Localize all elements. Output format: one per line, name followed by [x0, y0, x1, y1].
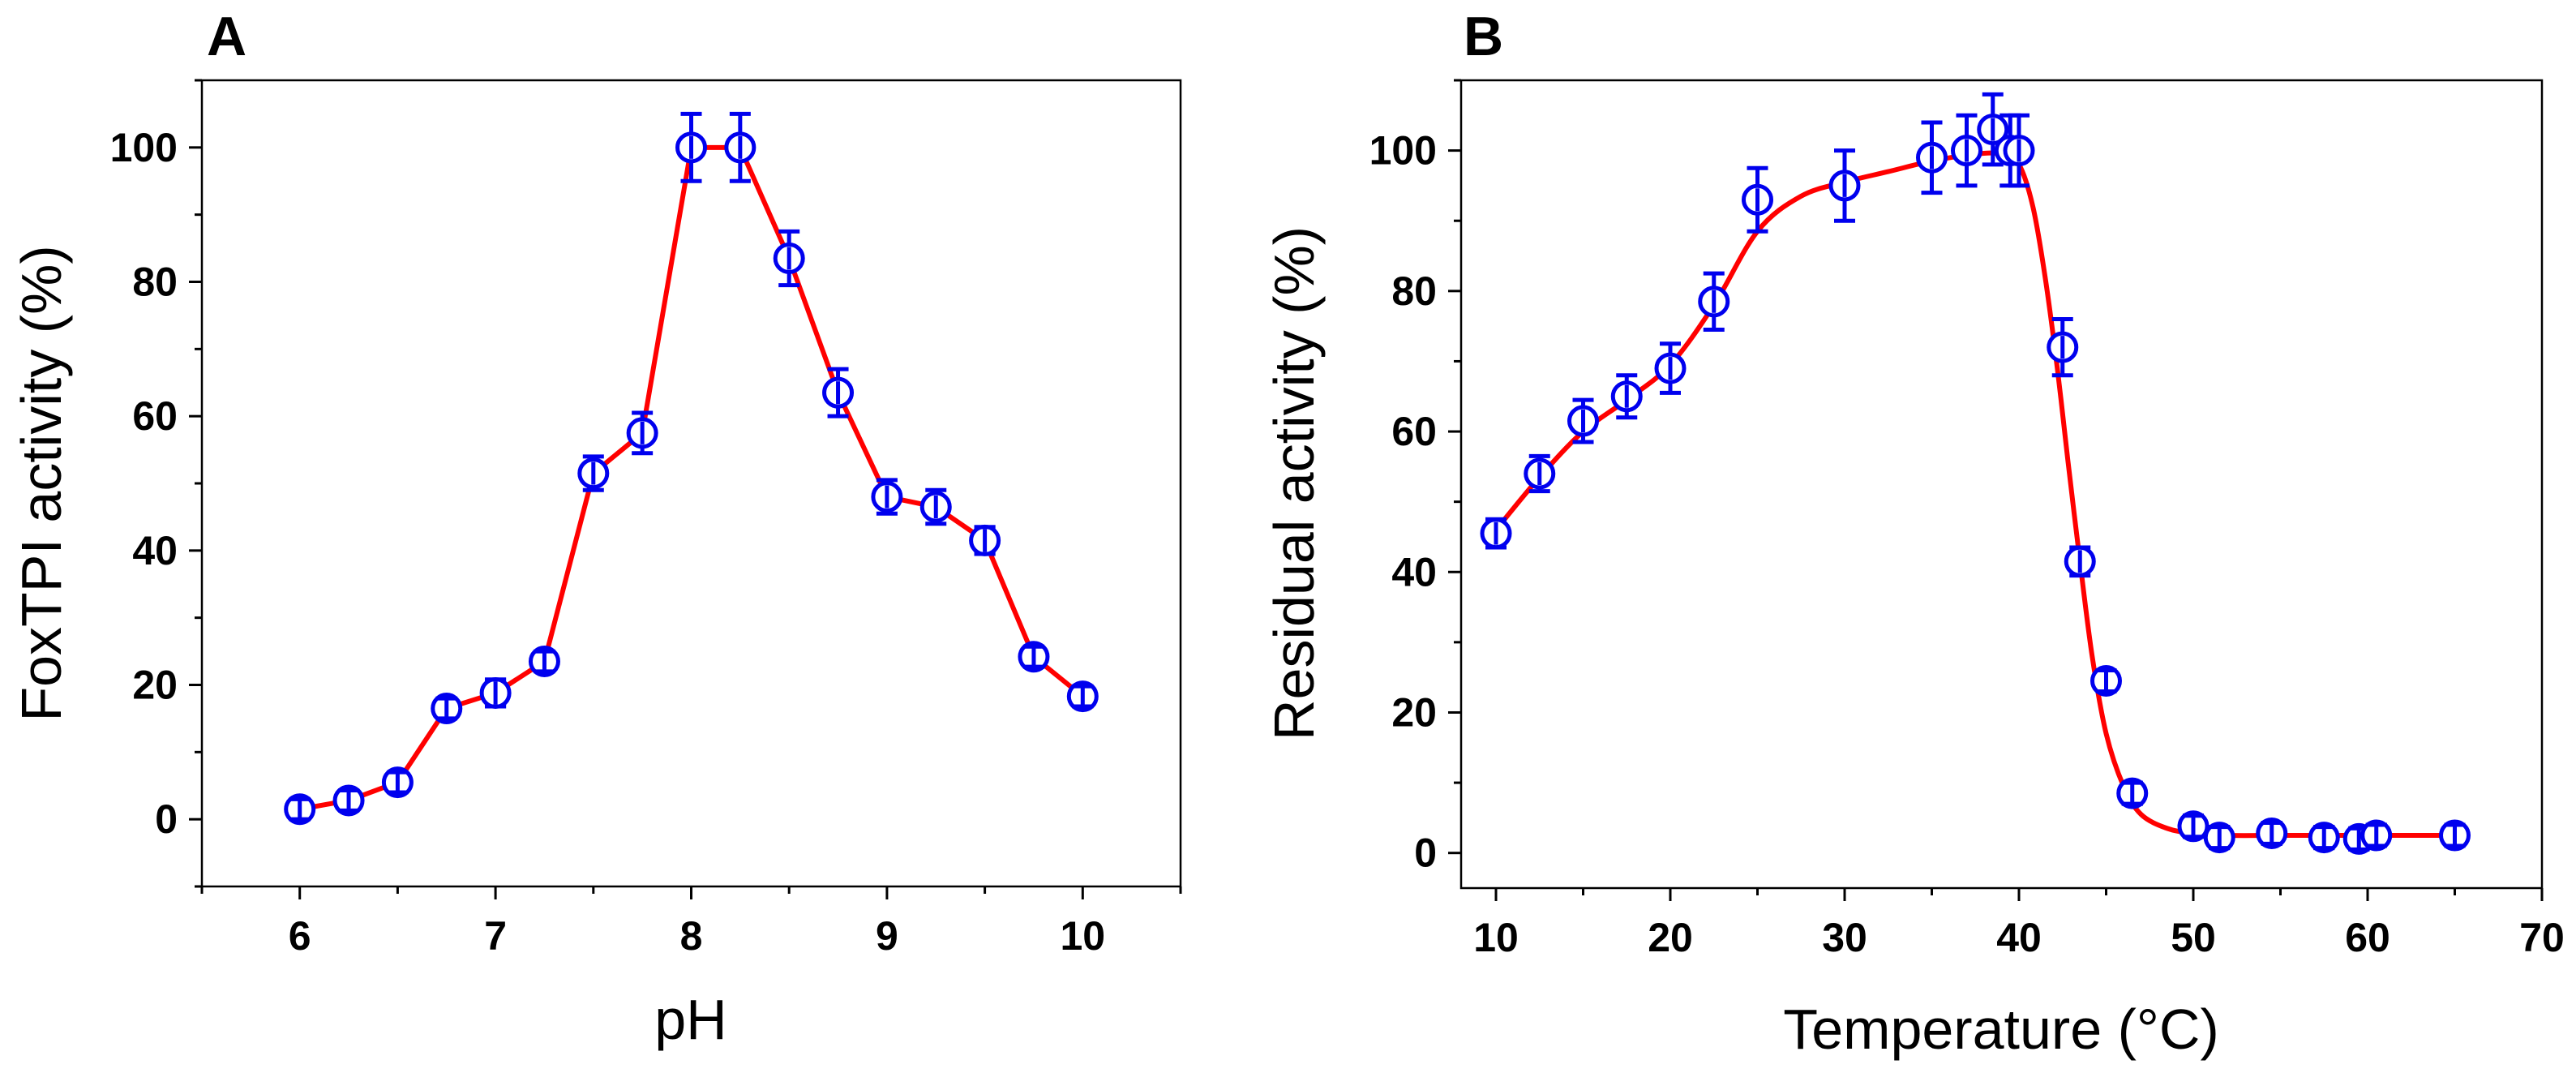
- data-point: [1951, 113, 1982, 188]
- data-point: [1828, 148, 1861, 223]
- panel-b-y-ticks: 0 20 40 60 80 100: [1369, 79, 1461, 876]
- data-point: [2090, 665, 2122, 697]
- data-point: [1977, 92, 2009, 167]
- data-point: [2047, 316, 2079, 378]
- data-point: [1524, 453, 1556, 494]
- x-tick-label: 6: [289, 913, 311, 959]
- data-point: [1698, 271, 1730, 332]
- data-point: [1018, 641, 1050, 673]
- data-point: [528, 646, 560, 678]
- data-point: [381, 766, 414, 799]
- panel-b-y-axis-label: Residual activity (%): [1262, 226, 1326, 740]
- x-tick-label: 40: [1996, 915, 2042, 960]
- y-tick-label: 40: [1391, 549, 1437, 594]
- data-point: [1742, 165, 1773, 234]
- panel-a-plot-area: [284, 111, 1099, 826]
- panel-a-y-axis-label: FoxTPI activity (%): [10, 245, 73, 721]
- y-tick-label: 100: [110, 125, 178, 170]
- data-point: [773, 229, 805, 288]
- y-tick-label: 80: [1391, 268, 1437, 314]
- data-point: [332, 784, 365, 817]
- x-tick-label: 50: [2171, 915, 2216, 960]
- panel-b-plot-frame: [1459, 79, 2544, 890]
- x-tick-label: 70: [2519, 915, 2565, 960]
- data-point: [2003, 113, 2035, 188]
- data-point: [1567, 397, 1599, 444]
- y-tick-label: 0: [155, 796, 178, 842]
- data-point: [1654, 341, 1687, 395]
- data-point: [2256, 817, 2288, 849]
- data-point: [1610, 373, 1643, 420]
- panel-a-x-ticks: 6 7 8 9 10: [200, 886, 1182, 959]
- panel-a-y-ticks: 0 20 40 60 80 100: [110, 79, 202, 888]
- y-tick-label: 60: [1391, 409, 1437, 454]
- panel-a-plot-frame: [200, 79, 1182, 888]
- data-point: [2203, 822, 2235, 854]
- data-point: [2116, 777, 2149, 809]
- panel-b-x-axis-label: Temperature (°C): [1783, 998, 2219, 1061]
- data-point: [675, 111, 707, 183]
- data-point: [919, 487, 952, 526]
- x-tick-label: 30: [1822, 915, 1867, 960]
- x-tick-label: 10: [1473, 915, 1519, 960]
- data-point: [626, 410, 658, 456]
- data-point: [2439, 819, 2471, 852]
- x-tick-label: 9: [876, 913, 898, 959]
- data-point: [2064, 545, 2096, 578]
- data-point: [2360, 819, 2393, 852]
- x-tick-label: 20: [1648, 915, 1693, 960]
- y-tick-label: 60: [132, 393, 178, 439]
- data-point: [479, 676, 512, 709]
- data-point: [871, 478, 903, 516]
- panel-a-x-axis-label: pH: [654, 988, 727, 1051]
- data-point: [577, 454, 610, 492]
- data-point: [822, 367, 855, 418]
- data-point: [1066, 680, 1099, 713]
- y-tick-label: 80: [132, 260, 178, 305]
- series-line: [297, 144, 1086, 812]
- panel-b: B 10 20 30 40 50 60 70 0 20 40 60 80 100 Temperatur…: [1262, 6, 2565, 1061]
- x-tick-label: 8: [680, 913, 703, 959]
- y-tick-label: 40: [132, 528, 178, 573]
- x-tick-label: 7: [484, 913, 507, 959]
- data-point: [2177, 810, 2210, 843]
- series-line: [1494, 150, 2458, 839]
- panel-b-x-ticks: 10 20 30 40 50 60 70: [1473, 888, 2565, 960]
- data-point: [1480, 517, 1512, 550]
- y-tick-label: 20: [1391, 689, 1437, 735]
- y-tick-label: 100: [1369, 128, 1437, 174]
- data-point: [1916, 120, 1948, 195]
- x-tick-label: 60: [2345, 915, 2390, 960]
- data-point: [724, 111, 757, 183]
- y-tick-label: 20: [132, 663, 178, 708]
- y-tick-label: 0: [1414, 831, 1437, 876]
- panel-b-letter: B: [1464, 6, 1503, 67]
- data-point: [2308, 822, 2340, 854]
- panel-a: A 6 7 8 9 10 0 20 40 60 80 100 pH FoxTPI activity…: [10, 6, 1182, 1051]
- x-tick-label: 10: [1060, 913, 1105, 959]
- data-point: [969, 524, 1001, 556]
- panel-b-plot-area: [1480, 92, 2471, 855]
- panel-a-letter: A: [207, 6, 246, 67]
- data-point: [284, 793, 316, 826]
- data-point: [431, 692, 463, 724]
